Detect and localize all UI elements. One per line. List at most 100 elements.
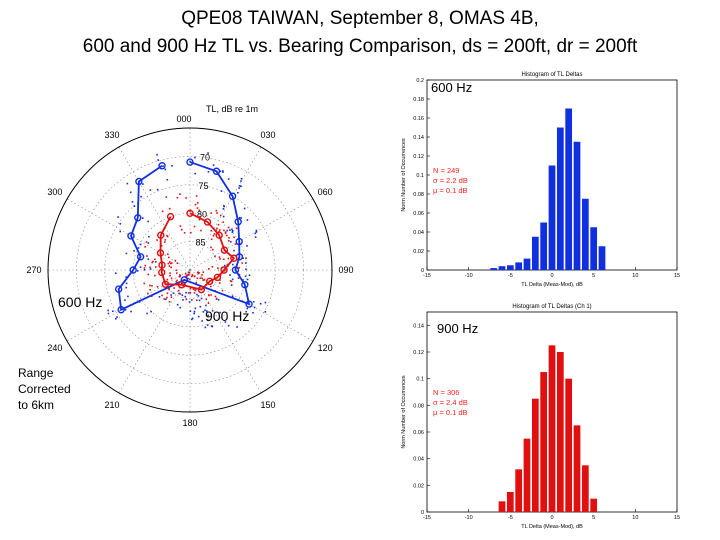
scatter-dot-900hz [170, 296, 173, 298]
scatter-dot-900hz [175, 281, 178, 283]
hist-900hz-bar--6 [498, 501, 506, 512]
hist-900hz-bar--3 [523, 438, 531, 512]
scatter-dot-600hz [189, 310, 192, 312]
hist-600hz-ytick-label: 0.1 [416, 173, 424, 179]
series-point-900hz-90 [220, 266, 228, 274]
hist-600hz-ylabel: Norm Number of Occurrences [401, 138, 407, 212]
hist-900hz-title: Histogram of TL Deltas (Ch 1) [512, 304, 591, 310]
scatter-dot-600hz [140, 195, 142, 198]
scatter-dot-900hz [214, 255, 216, 258]
scatter-dot-600hz [233, 249, 235, 252]
scatter-dot-600hz [149, 189, 152, 191]
scatter-dot-600hz [137, 247, 140, 249]
scatter-dot-600hz [202, 311, 205, 313]
series-point-600hz-60 [235, 237, 243, 246]
series-point-900hz-60 [220, 246, 229, 254]
hist-600hz-stat-2: μ = 0.1 dB [433, 186, 468, 195]
scatter-dot-900hz [168, 288, 170, 291]
scatter-dot-600hz [239, 184, 241, 187]
hist-900hz-freq-label: 900 Hz [437, 321, 478, 336]
scatter-dot-600hz [231, 295, 234, 298]
bearing-label-000: 000 [176, 114, 191, 124]
histogram-600hz: Histogram of TL Deltas 0 0.02 0.04 0.06 0.08 0… [401, 72, 680, 288]
polar-spoke-210 [118, 269, 191, 394]
scatter-dot-900hz [191, 274, 194, 276]
hist-600hz-bar--4 [515, 262, 523, 270]
scatter-dot-900hz [194, 289, 196, 291]
scatter-dot-900hz [167, 262, 170, 265]
scatter-dot-900hz [214, 295, 217, 298]
polar-spoke-330 [118, 146, 191, 271]
hist-900hz-bar-0 [548, 345, 556, 512]
scatter-dot-600hz [189, 160, 191, 163]
series-point-900hz-340 [166, 212, 175, 221]
scatter-dot-900hz [179, 293, 182, 295]
scatter-dot-900hz [195, 299, 198, 302]
scatter-dot-600hz [206, 324, 209, 326]
scatter-dot-600hz [222, 207, 225, 210]
scatter-dot-600hz [226, 229, 228, 232]
scatter-dot-900hz [210, 238, 213, 241]
series-point-900hz-40 [215, 231, 223, 239]
scatter-dot-900hz [207, 302, 210, 304]
scatter-dot-600hz [119, 222, 122, 225]
hist-900hz-bar--2 [531, 398, 539, 512]
scatter-dot-900hz [187, 274, 189, 276]
range-note-line-3: to 6km [18, 398, 55, 412]
scatter-dot-900hz [188, 278, 191, 281]
hist-900hz-xlabel: TL Delta (Meas-Mod), dB [521, 524, 583, 530]
polar-label-600hz: 600 Hz [58, 294, 103, 310]
hist-600hz-xtick-label: 15 [674, 273, 680, 279]
hist-600hz-ytick-label: 0.08 [413, 192, 424, 198]
scatter-dot-600hz [124, 308, 127, 311]
hist-900hz-stat-0: N = 306 [433, 388, 459, 397]
polar-tl-chart: 000 030 060 090 120 150 180 210 240 270 300 330 70 75… [26, 104, 353, 428]
bearing-label-270: 270 [26, 265, 41, 275]
scatter-dot-600hz [212, 164, 215, 166]
scatter-dot-600hz [164, 168, 167, 171]
hist-900hz-bar--5 [506, 492, 514, 512]
scatter-dot-900hz [185, 197, 187, 199]
series-point-600hz-345 [158, 162, 166, 170]
scatter-dot-900hz [166, 278, 169, 281]
scatter-dot-900hz [198, 216, 201, 218]
scatter-dot-900hz [227, 257, 230, 260]
scatter-dot-900hz [152, 260, 154, 263]
scatter-dot-600hz [207, 319, 209, 321]
scatter-dot-600hz [231, 231, 234, 233]
series-point-900hz-20 [203, 218, 212, 226]
scatter-dot-900hz [188, 271, 191, 274]
series-point-600hz-255 [114, 285, 123, 293]
series-point-600hz-15 [212, 167, 221, 175]
scatter-dot-900hz [174, 259, 177, 262]
bearing-label-240: 240 [47, 343, 62, 353]
scatter-dot-900hz [185, 298, 188, 301]
scatter-dot-600hz [166, 178, 169, 181]
hist-600hz-xtick-label: -15 [423, 273, 431, 279]
scatter-dot-600hz [147, 220, 149, 223]
scatter-dot-600hz [230, 284, 233, 286]
hist-600hz-bar-6 [598, 246, 606, 270]
hist-600hz-bar-2 [565, 108, 573, 270]
scatter-dot-900hz [196, 207, 199, 209]
slide-title-line-1: QPE08 TAIWAN, September 8, OMAS 4B, [181, 8, 539, 29]
scatter-dot-900hz [201, 274, 203, 276]
series-point-600hz-300 [127, 232, 135, 240]
scatter-dot-900hz [166, 235, 169, 238]
scatter-dot-600hz [127, 295, 129, 298]
scatter-dot-600hz [129, 191, 132, 194]
series-point-900hz-120 [205, 277, 214, 286]
scatter-dot-900hz [196, 277, 199, 280]
hist-600hz-xtick-label: 10 [632, 273, 638, 279]
hist-600hz-xtick-label: 0 [550, 273, 553, 279]
hist-900hz-ylabel: Norm Number of Occurrences [401, 375, 407, 449]
scatter-dot-600hz [171, 165, 173, 167]
hist-600hz-ytick-label: 0.2 [416, 78, 424, 84]
scatter-dot-600hz [142, 217, 144, 219]
hist-600hz-xtick-label: -10 [465, 273, 473, 279]
scatter-dot-600hz [220, 190, 223, 192]
scatter-dot-900hz [215, 229, 217, 232]
scatter-dot-900hz [235, 227, 238, 230]
scatter-dot-600hz [188, 301, 191, 303]
scatter-dot-600hz [238, 187, 241, 189]
